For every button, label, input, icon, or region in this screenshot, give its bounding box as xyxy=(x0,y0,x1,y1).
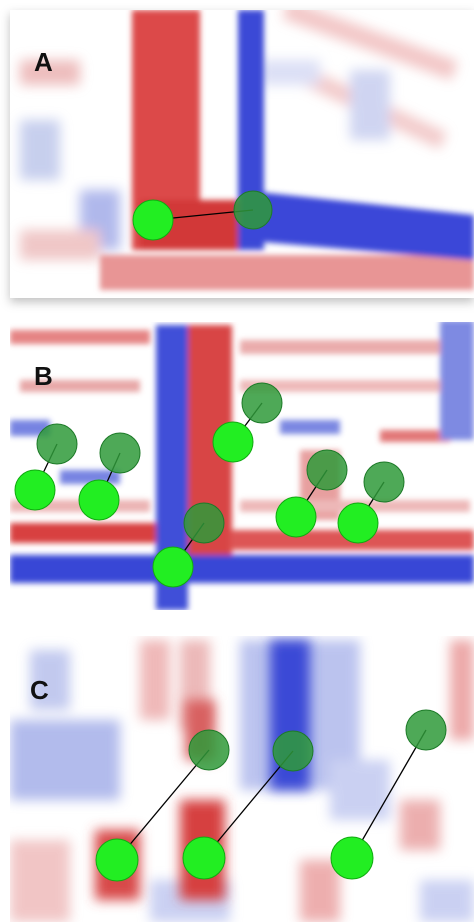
peak-marker xyxy=(153,547,193,587)
peak-marker xyxy=(96,839,138,881)
peak-marker xyxy=(79,480,119,520)
figure: A xyxy=(0,0,474,922)
peak-marker xyxy=(213,422,253,462)
peak-marker xyxy=(364,462,404,502)
panel-a: A xyxy=(10,0,474,298)
peak-marker xyxy=(273,731,313,771)
peak-marker xyxy=(406,710,446,750)
panel-label: C xyxy=(30,675,49,705)
peak-marker xyxy=(37,424,77,464)
panel-label: A xyxy=(34,47,53,77)
peak-marker xyxy=(133,200,173,240)
peak-marker xyxy=(276,497,316,537)
peak-marker xyxy=(189,730,229,770)
peak-marker xyxy=(331,837,373,879)
panel-c: C xyxy=(10,636,474,922)
peak-marker xyxy=(184,503,224,543)
panel-b: B xyxy=(10,320,474,610)
page: A xyxy=(0,0,474,922)
panel-label: B xyxy=(34,361,53,391)
peak-marker xyxy=(242,383,282,423)
peak-marker xyxy=(307,450,347,490)
peak-marker xyxy=(183,837,225,879)
peak-marker xyxy=(234,191,272,229)
peak-marker xyxy=(100,433,140,473)
peak-marker xyxy=(338,503,378,543)
peak-marker xyxy=(15,470,55,510)
